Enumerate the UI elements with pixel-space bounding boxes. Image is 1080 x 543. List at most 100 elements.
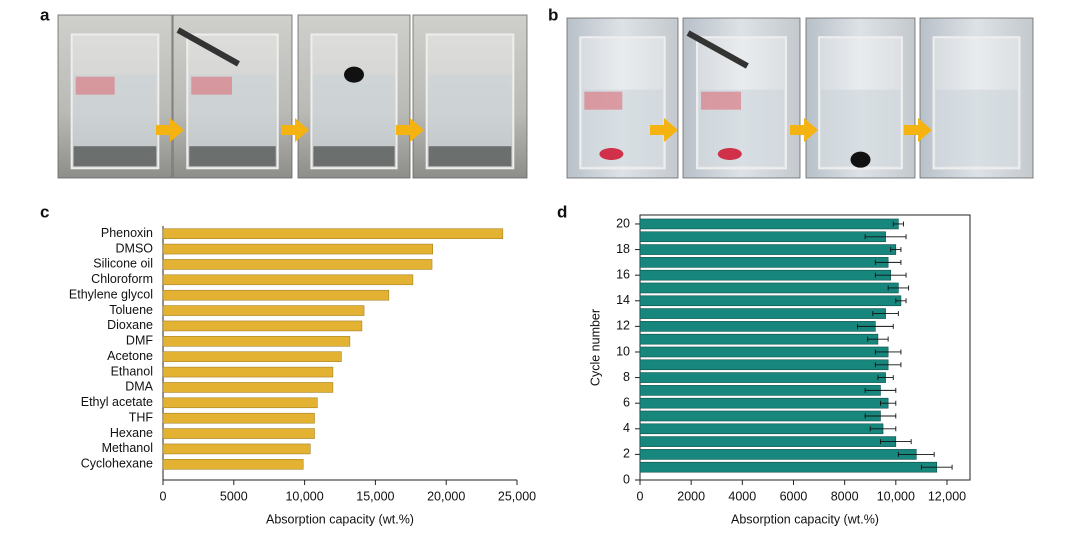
x-axis-label: Absorption capacity (wt.%) [266, 512, 414, 526]
photo [919, 17, 1034, 179]
arrow [396, 118, 424, 142]
y-tick-label: 0 [623, 472, 630, 486]
error-bar [877, 375, 894, 381]
error-bar [880, 439, 912, 445]
bar [639, 333, 879, 345]
y-tick-label: Ethanol [111, 364, 153, 378]
x-axis-label: Absorption capacity (wt.%) [731, 512, 879, 526]
y-tick-label: Chloroform [91, 272, 153, 286]
dye [584, 91, 623, 110]
bar [162, 320, 363, 332]
arrow [904, 118, 932, 142]
bar [639, 461, 938, 473]
y-tick-label: Dioxane [107, 318, 153, 332]
photo [297, 14, 411, 179]
sponge [344, 66, 364, 83]
bar [162, 336, 351, 347]
y-tick-label: 20 [616, 216, 630, 230]
bar [639, 321, 876, 332]
y-tick-label: Methanol [102, 441, 153, 455]
bar [639, 385, 881, 396]
error-bar [897, 451, 935, 457]
y-tick-label: 8 [623, 370, 630, 384]
bar [639, 346, 889, 358]
bar [639, 359, 889, 371]
y-tick-label: 2 [623, 447, 630, 461]
error-bar [867, 336, 889, 342]
x-tick-label: 25,000 [498, 489, 536, 503]
error-bar [864, 413, 897, 419]
y-tick-label: Toluene [109, 303, 153, 317]
x-tick-label: 8000 [831, 489, 859, 503]
y-tick-label: Phenoxin [101, 226, 153, 240]
bar [639, 449, 917, 460]
bar [639, 257, 889, 268]
error-bar [890, 247, 902, 253]
x-tick-label: 6000 [780, 489, 808, 503]
panel-label: d [557, 202, 567, 221]
y-tick-label: 6 [623, 395, 630, 409]
panel-label: a [40, 5, 50, 24]
error-bar [874, 272, 907, 278]
y-tick-label: DMSO [116, 241, 154, 255]
x-tick-label: 4000 [728, 489, 756, 503]
y-tick-label: 12 [616, 319, 630, 333]
bar [162, 305, 365, 316]
y-tick-label: 4 [623, 421, 630, 435]
photo [412, 14, 528, 179]
y-tick-label: DMA [125, 380, 153, 394]
panel-label: b [548, 5, 558, 24]
sediment [313, 146, 395, 167]
x-tick-label: 10,000 [285, 489, 323, 503]
bar [162, 412, 315, 424]
sediment [189, 146, 276, 167]
tweezers [686, 30, 749, 69]
bar [639, 436, 897, 447]
arrow [156, 118, 184, 142]
error-bar [874, 259, 902, 265]
bar [639, 372, 886, 383]
error-bar [887, 285, 910, 291]
photo [682, 17, 801, 179]
y-tick-label: Silicone oil [93, 257, 153, 271]
error-bar [874, 362, 902, 368]
x-tick-label: 2000 [677, 489, 705, 503]
bar [639, 269, 891, 281]
y-axis-label: Cycle number [588, 309, 602, 386]
error-bar [874, 349, 902, 355]
photo [805, 17, 916, 179]
bar [162, 443, 311, 455]
x-tick-label: 10,000 [877, 489, 915, 503]
x-tick-label: 20,000 [427, 489, 465, 503]
bar [639, 308, 886, 319]
bar [162, 259, 433, 270]
dye [701, 91, 742, 110]
bar [162, 289, 390, 301]
bar [639, 218, 899, 230]
panel-label: c [40, 202, 49, 221]
dye-drop [717, 148, 742, 160]
y-tick-label: 16 [616, 267, 630, 281]
bar [162, 274, 414, 286]
error-bar [864, 234, 907, 240]
photo [57, 14, 173, 179]
tweezers [176, 27, 240, 67]
error-bar [880, 400, 897, 406]
bar [639, 244, 897, 255]
x-tick-label: 0 [160, 489, 167, 503]
x-tick-label: 15,000 [356, 489, 394, 503]
y-tick-label: Ethyl acetate [81, 395, 153, 409]
error-bar [872, 311, 899, 317]
bar [639, 231, 886, 243]
dye [191, 76, 232, 95]
y-tick-label: Cyclohexane [81, 457, 153, 471]
arrow [790, 118, 818, 142]
y-tick-label: Acetone [107, 349, 153, 363]
x-tick-label: 5000 [220, 489, 248, 503]
x-tick-label: 0 [637, 489, 644, 503]
liquid [935, 89, 1018, 167]
y-tick-label: 18 [616, 242, 630, 256]
bar [639, 423, 884, 435]
y-tick-label: Hexane [110, 426, 153, 440]
